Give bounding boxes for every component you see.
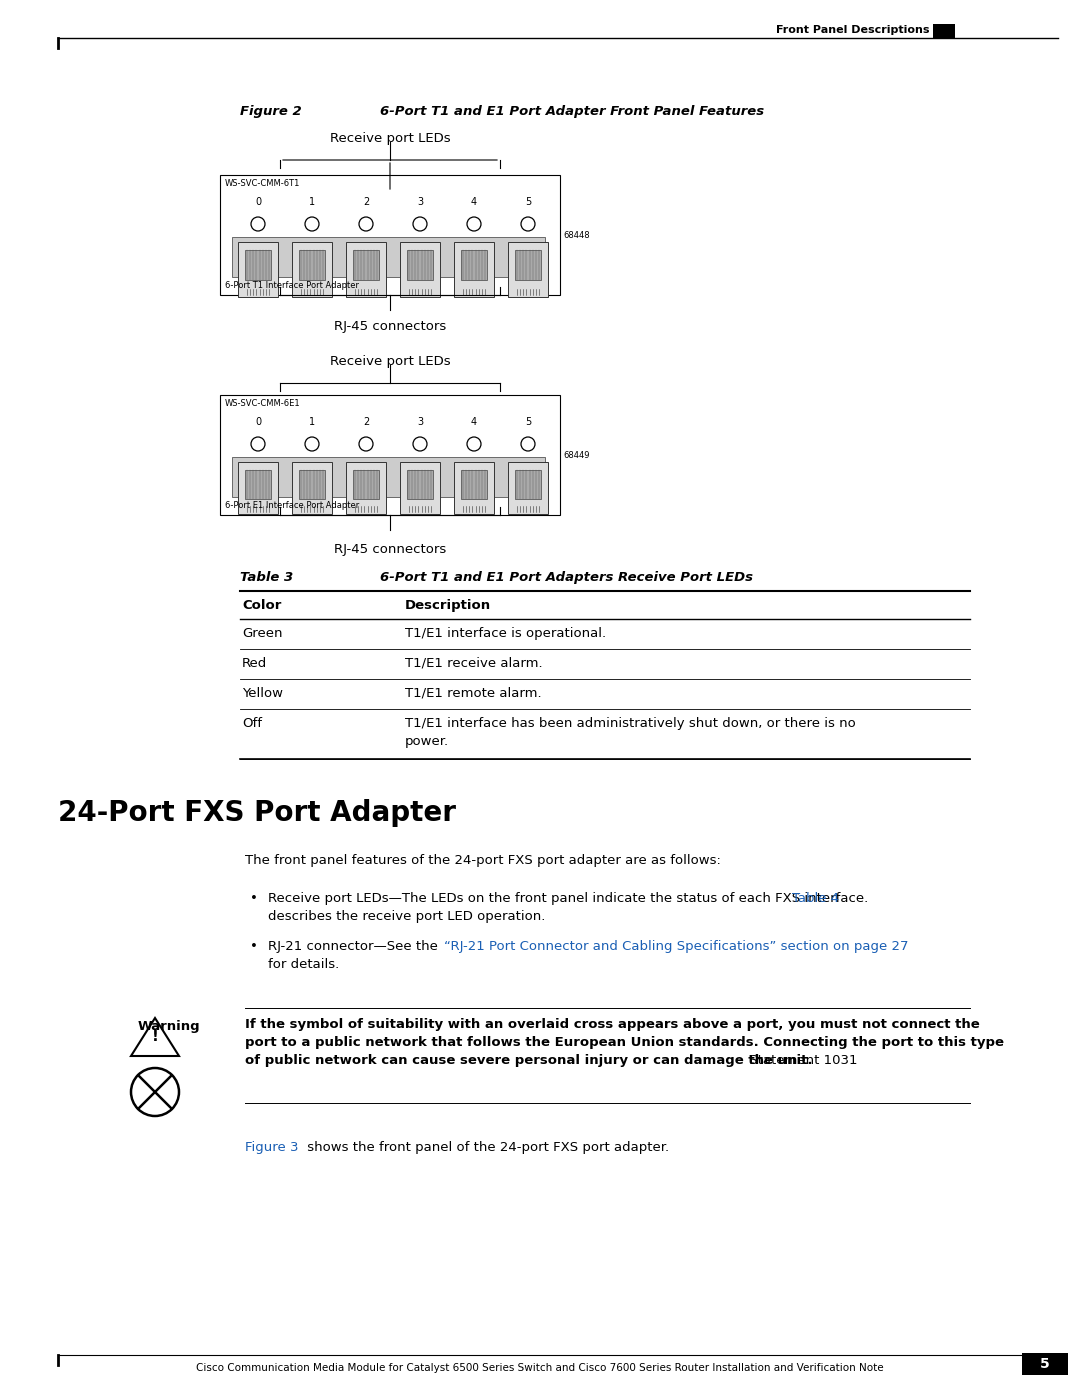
Text: WS-SVC-CMM-6T1: WS-SVC-CMM-6T1: [225, 179, 300, 189]
Text: 1: 1: [309, 197, 315, 207]
Text: Statement 1031: Statement 1031: [745, 1053, 858, 1067]
Bar: [292, 462, 332, 514]
FancyBboxPatch shape: [933, 24, 955, 38]
Bar: [400, 242, 440, 298]
Text: 68449: 68449: [563, 450, 590, 460]
Text: !: !: [151, 1028, 159, 1044]
Bar: [292, 242, 332, 298]
Text: The front panel features of the 24-port FXS port adapter are as follows:: The front panel features of the 24-port …: [245, 854, 720, 868]
Text: for details.: for details.: [268, 958, 339, 971]
Text: If the symbol of suitability with an overlaid cross appears above a port, you mu: If the symbol of suitability with an ove…: [245, 1018, 980, 1031]
Text: 6-Port T1 Interface Port Adapter: 6-Port T1 Interface Port Adapter: [225, 281, 359, 291]
Text: 5: 5: [525, 197, 531, 207]
Bar: [353, 250, 379, 281]
Text: Table 3: Table 3: [240, 571, 294, 584]
Text: 5: 5: [1040, 1356, 1050, 1370]
Text: 6-Port T1 and E1 Port Adapter Front Panel Features: 6-Port T1 and E1 Port Adapter Front Pane…: [380, 105, 765, 117]
Bar: [346, 462, 386, 514]
Text: Figure 3: Figure 3: [245, 1141, 298, 1154]
Bar: [461, 469, 487, 499]
Bar: [238, 242, 278, 298]
Text: RJ-45 connectors: RJ-45 connectors: [334, 543, 446, 556]
Text: Color: Color: [242, 599, 282, 612]
Text: “RJ-21 Port Connector and Cabling Specifications” section on page 27: “RJ-21 Port Connector and Cabling Specif…: [444, 940, 908, 953]
Text: 2: 2: [363, 416, 369, 427]
Text: 4: 4: [471, 197, 477, 207]
Text: of public network can cause severe personal injury or can damage the unit.: of public network can cause severe perso…: [245, 1053, 812, 1067]
Text: Receive port LEDs—The LEDs on the front panel indicate the status of each FXS in: Receive port LEDs—The LEDs on the front …: [268, 893, 873, 905]
Bar: [232, 237, 545, 277]
Text: Receive port LEDs: Receive port LEDs: [329, 355, 450, 367]
Bar: [407, 469, 433, 499]
Bar: [454, 462, 494, 514]
Bar: [461, 250, 487, 281]
Text: Warning: Warning: [137, 1020, 200, 1032]
Text: shows the front panel of the 24-port FXS port adapter.: shows the front panel of the 24-port FXS…: [303, 1141, 670, 1154]
Text: Front Panel Descriptions: Front Panel Descriptions: [777, 25, 930, 35]
Text: Off: Off: [242, 717, 262, 731]
Text: RJ-21 connector—See the: RJ-21 connector—See the: [268, 940, 442, 953]
Text: RJ-45 connectors: RJ-45 connectors: [334, 320, 446, 332]
Bar: [508, 462, 548, 514]
Text: 3: 3: [417, 416, 423, 427]
Bar: [299, 469, 325, 499]
Text: T1/E1 remote alarm.: T1/E1 remote alarm.: [405, 687, 542, 700]
Bar: [346, 242, 386, 298]
Text: describes the receive port LED operation.: describes the receive port LED operation…: [268, 909, 545, 923]
Text: 6-Port E1 Interface Port Adapter: 6-Port E1 Interface Port Adapter: [225, 502, 360, 510]
Text: T1/E1 interface is operational.: T1/E1 interface is operational.: [405, 627, 606, 640]
Bar: [245, 469, 271, 499]
Text: 0: 0: [255, 197, 261, 207]
Text: 24-Port FXS Port Adapter: 24-Port FXS Port Adapter: [58, 799, 456, 827]
Text: 1: 1: [309, 416, 315, 427]
Text: Green: Green: [242, 627, 283, 640]
Bar: [454, 242, 494, 298]
Text: power.: power.: [405, 735, 449, 747]
Text: WS-SVC-CMM-6E1: WS-SVC-CMM-6E1: [225, 400, 300, 408]
Text: Cisco Communication Media Module for Catalyst 6500 Series Switch and Cisco 7600 : Cisco Communication Media Module for Cat…: [197, 1363, 883, 1373]
Bar: [220, 175, 561, 295]
Text: Table 4: Table 4: [792, 893, 839, 905]
Bar: [515, 250, 541, 281]
Text: 68448: 68448: [563, 231, 590, 239]
Bar: [407, 250, 433, 281]
Bar: [238, 462, 278, 514]
Text: •: •: [249, 940, 258, 953]
Text: 6-Port T1 and E1 Port Adapters Receive Port LEDs: 6-Port T1 and E1 Port Adapters Receive P…: [380, 571, 753, 584]
Text: T1/E1 receive alarm.: T1/E1 receive alarm.: [405, 657, 542, 671]
Text: T1/E1 interface has been administratively shut down, or there is no: T1/E1 interface has been administrativel…: [405, 717, 855, 731]
Bar: [245, 250, 271, 281]
Bar: [353, 469, 379, 499]
Bar: [508, 242, 548, 298]
Bar: [299, 250, 325, 281]
Text: 2: 2: [363, 197, 369, 207]
Text: Yellow: Yellow: [242, 687, 283, 700]
Text: 5: 5: [525, 416, 531, 427]
Bar: [220, 395, 561, 515]
Text: •: •: [249, 893, 258, 905]
Bar: [400, 462, 440, 514]
Text: Receive port LEDs: Receive port LEDs: [329, 131, 450, 145]
Bar: [232, 457, 545, 497]
Text: Figure 2: Figure 2: [240, 105, 301, 117]
Text: 4: 4: [471, 416, 477, 427]
Text: 0: 0: [255, 416, 261, 427]
Text: port to a public network that follows the European Union standards. Connecting t: port to a public network that follows th…: [245, 1037, 1004, 1049]
Bar: [1022, 1354, 1068, 1375]
Text: Red: Red: [242, 657, 267, 671]
Text: 3: 3: [417, 197, 423, 207]
Bar: [515, 469, 541, 499]
Text: Description: Description: [405, 599, 491, 612]
